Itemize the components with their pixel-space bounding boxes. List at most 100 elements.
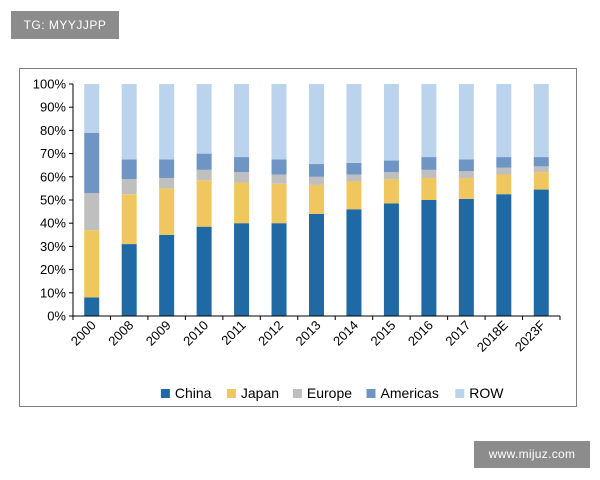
x-tick-label: 2008 — [105, 318, 136, 349]
bar-segment-china — [196, 226, 212, 316]
bar-segment-americas — [533, 157, 549, 167]
bar-segment-row — [196, 84, 212, 154]
bar-segment-japan — [121, 194, 137, 245]
x-tick-label: 2015 — [367, 318, 398, 349]
bar-segment-europe — [496, 167, 512, 175]
x-tick-label: 2018E — [474, 317, 511, 354]
bar-segment-americas — [196, 153, 212, 170]
bar-segment-china — [383, 203, 399, 316]
x-tick-label: 2014 — [330, 318, 361, 349]
bar-segment-china — [309, 213, 324, 316]
bar-segment-europe — [421, 169, 437, 178]
y-tick-label: 80% — [40, 123, 66, 138]
y-tick-label: 10% — [40, 285, 66, 300]
x-tick-label: 2000 — [68, 318, 99, 349]
legend-swatch-row — [455, 389, 465, 398]
bar-segment-japan — [533, 172, 549, 190]
bar-segment-china — [159, 234, 175, 316]
bar-segment-china — [458, 198, 474, 316]
bar-segment-japan — [196, 180, 212, 227]
bar-segment-europe — [309, 176, 324, 185]
legend-label-americas: Americas — [381, 385, 439, 401]
x-axis: 2000 2008 2009 2010 2011 2012 2013 2014 2015 2016… — [68, 315, 561, 355]
bar-segment-americas — [346, 162, 362, 175]
bar-segment-row — [421, 84, 437, 158]
bars-group — [84, 84, 549, 316]
bar-segment-china — [84, 297, 100, 316]
bar-segment-americas — [271, 159, 287, 175]
legend: China Japan Europe Americas ROW — [160, 385, 504, 401]
bar-segment-row — [84, 84, 100, 133]
bar-segment-row — [234, 84, 250, 158]
bar-segment-japan — [309, 184, 324, 214]
bar-segment-row — [383, 84, 399, 161]
y-axis: 0% 10% 20% 30% 40% 50% 60% 70% 80% 90% 100% — [33, 77, 74, 324]
bar-segment-americas — [421, 157, 437, 170]
chart-frame — [19, 68, 577, 407]
bar-segment-americas — [383, 160, 399, 173]
bar-segment-china — [271, 223, 287, 316]
bar-segment-row — [496, 84, 512, 158]
bar-segment-europe — [159, 177, 175, 189]
bar-segment-europe — [458, 171, 474, 178]
x-tick-label: 2017 — [442, 318, 473, 349]
bar-segment-americas — [234, 157, 250, 173]
y-tick-label: 70% — [40, 146, 66, 161]
x-tick-label: 2016 — [405, 318, 436, 349]
watermark-label-bottom: www.mijuz.com — [474, 441, 590, 468]
bar-segment-japan — [421, 177, 437, 200]
bar-segment-row — [309, 84, 324, 165]
legend-swatch-europe — [292, 389, 302, 398]
legend-label-europe: Europe — [307, 385, 352, 401]
y-tick-label: 0% — [47, 309, 66, 324]
bar-segment-japan — [383, 179, 399, 204]
bar-segment-row — [458, 84, 474, 160]
y-tick-label: 50% — [40, 193, 66, 208]
bar-segment-americas — [458, 159, 474, 171]
legend-swatch-japan — [226, 389, 236, 398]
bar-segment-row — [271, 84, 287, 160]
bar-segment-europe — [533, 166, 549, 173]
x-tick-label: 2011 — [218, 318, 248, 348]
bar-segment-china — [346, 209, 362, 316]
bar-segment-europe — [383, 172, 399, 180]
y-tick-label: 40% — [40, 216, 66, 231]
bar-segment-row — [346, 84, 362, 163]
bar-segment-europe — [271, 174, 287, 184]
bar-segment-row — [121, 84, 137, 160]
legend-swatch-americas — [366, 389, 376, 398]
bar-segment-japan — [159, 188, 175, 235]
bar-segment-americas — [309, 164, 324, 177]
bar-segment-china — [496, 194, 512, 316]
x-tick-label: 2023F — [512, 317, 549, 354]
bar-segment-europe — [196, 169, 212, 181]
bar-segment-europe — [84, 193, 100, 231]
bar-segment-japan — [458, 177, 474, 199]
bar-segment-americas — [496, 157, 512, 168]
x-tick-label: 2012 — [255, 318, 286, 349]
bar-segment-japan — [346, 181, 362, 210]
bar-segment-japan — [84, 230, 100, 298]
y-tick-label: 100% — [33, 77, 67, 92]
bar-segment-americas — [121, 159, 137, 180]
legend-label-row: ROW — [469, 385, 504, 401]
bar-segment-china — [121, 244, 137, 316]
y-tick-label: 90% — [40, 100, 66, 115]
bar-segment-europe — [121, 179, 137, 195]
bar-segment-row — [159, 84, 175, 160]
bar-segment-europe — [346, 174, 362, 182]
y-tick-label: 20% — [40, 262, 66, 277]
bar-segment-europe — [234, 172, 250, 183]
legend-label-japan: Japan — [241, 385, 279, 401]
legend-swatch-china — [160, 389, 170, 398]
y-tick-label: 60% — [40, 169, 66, 184]
bar-segment-americas — [84, 132, 100, 194]
bar-segment-china — [421, 200, 437, 316]
bar-segment-row — [533, 84, 549, 158]
bar-segment-japan — [496, 174, 512, 195]
x-tick-label: 2009 — [143, 318, 174, 349]
bar-segment-china — [234, 223, 250, 316]
bar-segment-china — [533, 189, 549, 316]
bar-segment-americas — [159, 159, 175, 178]
